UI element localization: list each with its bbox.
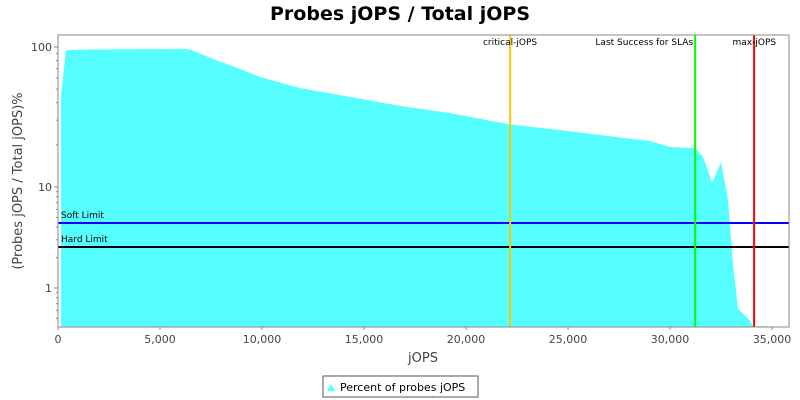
marker-label: Last Success for SLAs (595, 38, 693, 48)
legend-box (322, 375, 479, 398)
y-axis-label: (Probes jOPS / Total jOPS)% (11, 92, 26, 269)
legend-marker-icon (327, 384, 335, 391)
marker-label: Soft Limit (61, 211, 104, 221)
x-tick-label: 30,000 (651, 333, 690, 346)
area-series (61, 48, 789, 327)
x-tick-label: 0 (55, 333, 62, 346)
plot-border (57, 34, 790, 328)
chart-title: Probes jOPS / Total jOPS (270, 3, 530, 25)
x-tick-label: 25,000 (549, 333, 588, 346)
x-tick-label: 35,000 (753, 333, 792, 346)
x-tick-label: 5,000 (144, 333, 176, 346)
legend-label: Percent of probes jOPS (340, 381, 465, 394)
y-tick-label: 1 (45, 282, 52, 295)
x-tick-label: 20,000 (447, 333, 486, 346)
y-tick-label: 100 (31, 41, 52, 54)
marker-label: max-jOPS (733, 38, 777, 48)
x-tick-label: 10,000 (243, 333, 282, 346)
y-tick-label: 10 (38, 181, 52, 194)
legend: Percent of probes jOPS (322, 375, 479, 398)
x-tick-label: 15,000 (345, 333, 384, 346)
marker-label: Hard Limit (61, 235, 108, 245)
marker-label: critical-jOPS (483, 38, 537, 48)
plot-area: Soft Limit Hard Limit critical-jOPS Last Su… (31, 34, 792, 346)
x-axis-label: jOPS (407, 351, 438, 366)
